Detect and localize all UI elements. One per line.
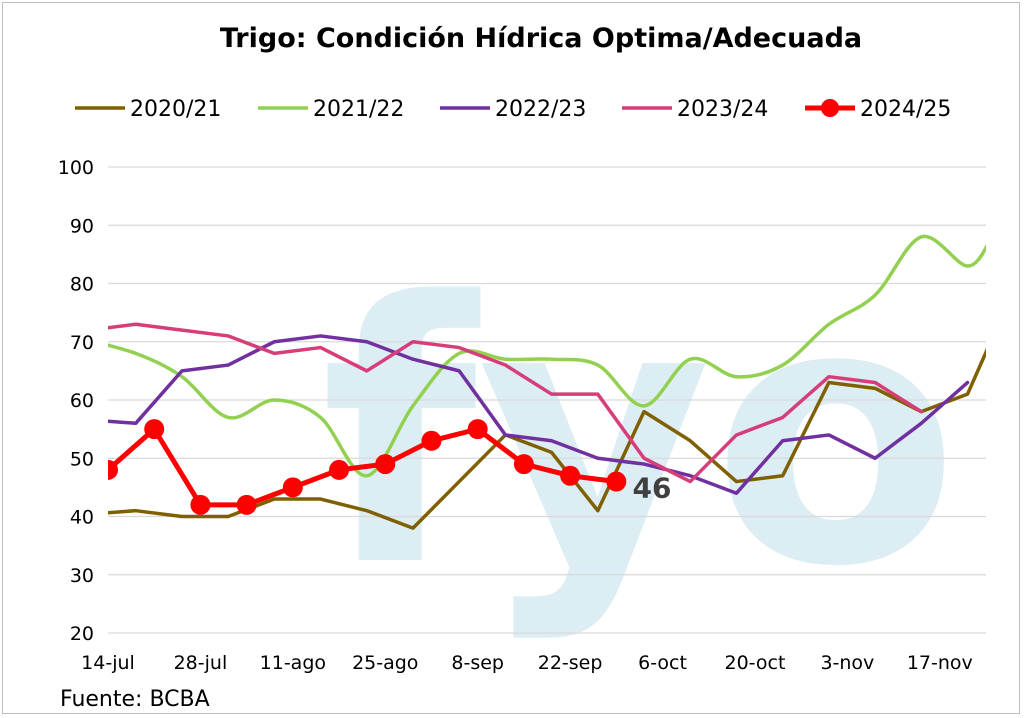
x-tick-label: 17-nov [907,652,973,674]
data-point [606,471,627,492]
legend-label: 2024/25 [860,97,951,122]
y-tick-label: 20 [70,623,94,645]
x-tick-label: 14-jul [81,652,135,674]
y-tick-label: 30 [70,565,94,587]
data-point [236,494,257,515]
legend: 2020/21 2021/22 2022/23 2023/24 2024/25 [75,97,951,122]
data-point [329,459,350,480]
x-tick-label: 20-oct [724,652,785,674]
gridlines [108,166,986,634]
legend-item: 2021/22 [258,97,404,122]
series-2024-25 [108,419,627,515]
series-2022-23 [108,334,970,495]
series-line [108,234,986,478]
x-tick-label: 6-oct [638,652,687,674]
legend-label: 2022/23 [495,97,586,122]
series-line [108,334,970,495]
y-tick-label: 100 [58,157,94,179]
legend-label: 2023/24 [677,97,768,122]
x-axis-ticks: 14-jul 28-jul 11-ago 25-ago 8-sep 22-sep 6-oct… [81,652,973,674]
data-point [282,477,303,498]
series-line [108,322,924,484]
x-tick-label: 3-nov [820,652,874,674]
data-point [108,459,118,480]
data-point [421,430,442,451]
x-tick-label: 11-ago [260,652,326,674]
y-tick-label: 60 [70,390,94,412]
data-point [560,465,581,486]
chart-title: Trigo: Condición Hídrica Optima/Adecuada [220,23,862,54]
x-tick-label: 28-jul [174,652,228,674]
x-tick-label: 22-sep [538,652,603,674]
legend-label: 2020/21 [130,97,221,122]
data-point [144,419,165,440]
legend-item: 2024/25 [805,97,951,122]
y-tick-label: 90 [70,215,94,237]
x-tick-label: 8-sep [451,652,504,674]
data-point [467,419,488,440]
legend-marker [821,99,839,117]
source-note: Fuente: BCBA [60,687,210,712]
y-axis-ticks: 20 30 40 50 60 70 80 90 100 [58,157,94,645]
y-tick-label: 50 [70,448,94,470]
series-lines [108,234,986,530]
y-tick-label: 80 [70,274,94,296]
data-point [375,454,396,475]
legend-item: 2020/21 [75,97,221,122]
legend-label: 2021/22 [313,97,404,122]
watermark-logo: fyo [321,226,960,645]
data-point [190,494,211,515]
y-tick-label: 40 [70,507,94,529]
legend-item: 2022/23 [440,97,586,122]
x-tick-label: 25-ago [352,652,418,674]
series-2021-22 [108,234,986,478]
last-value-label: 46 [632,471,671,504]
series-2023-24 [108,322,924,484]
data-point [513,454,534,475]
y-tick-label: 70 [70,332,94,354]
legend-item: 2023/24 [622,97,768,122]
